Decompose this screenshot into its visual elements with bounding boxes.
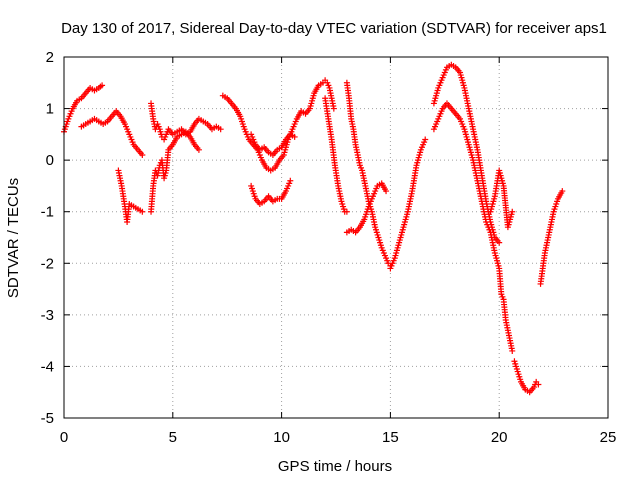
data-point <box>291 133 298 140</box>
data-point <box>535 381 542 388</box>
y-tick-label: 0 <box>46 152 54 169</box>
chart-title: Day 130 of 2017, Sidereal Day-to-day VTE… <box>61 20 607 37</box>
plot-frame <box>63 56 609 419</box>
series-arc13 <box>430 61 503 246</box>
x-tick-label: 20 <box>491 429 508 446</box>
data-point <box>422 136 429 143</box>
y-tick-label: -3 <box>41 307 54 324</box>
data-point <box>509 347 516 354</box>
series-arc4 <box>148 100 224 143</box>
data-point <box>496 239 503 246</box>
x-tick-label: 15 <box>382 429 399 446</box>
y-tick-label: -5 <box>41 410 54 427</box>
series-arc12 <box>387 136 429 272</box>
data-point <box>139 151 146 158</box>
data-point <box>559 188 566 195</box>
series-arc14 <box>430 100 516 354</box>
data-point <box>383 188 390 195</box>
grid <box>64 57 608 418</box>
series-arc6 <box>219 77 337 174</box>
data-point <box>99 82 106 89</box>
y-tick-label: -4 <box>41 358 54 375</box>
series-arc9 <box>322 95 350 215</box>
data-point <box>139 208 146 215</box>
series-arc7 <box>248 131 298 158</box>
x-tick-label: 5 <box>169 429 177 446</box>
series-arc11 <box>343 180 390 236</box>
series-arc17 <box>537 188 566 287</box>
series-arc15 <box>487 167 516 231</box>
y-tick-label: -1 <box>41 204 54 221</box>
data-point <box>343 208 350 215</box>
data-point <box>195 146 202 153</box>
data-point <box>509 208 516 215</box>
y-tick-label: -2 <box>41 255 54 272</box>
y-tick-label: 2 <box>46 49 54 66</box>
series-arc16 <box>511 358 542 396</box>
data-point <box>217 126 224 133</box>
data-point <box>287 177 294 184</box>
y-axis-label: SDTVAR / TECUs <box>5 178 22 298</box>
series-arc1 <box>61 82 106 135</box>
series-arc2 <box>78 108 146 158</box>
x-tick-label: 10 <box>273 429 290 446</box>
data-point <box>330 105 337 112</box>
y-tick-label: 1 <box>46 101 54 118</box>
series-arc5 <box>148 128 202 215</box>
data-points <box>61 61 566 396</box>
x-axis-label: GPS time / hours <box>278 458 392 475</box>
series-arc3 <box>115 167 146 226</box>
x-tick-label: 0 <box>60 429 68 446</box>
series-arc8 <box>248 177 294 207</box>
x-tick-label: 25 <box>600 429 617 446</box>
